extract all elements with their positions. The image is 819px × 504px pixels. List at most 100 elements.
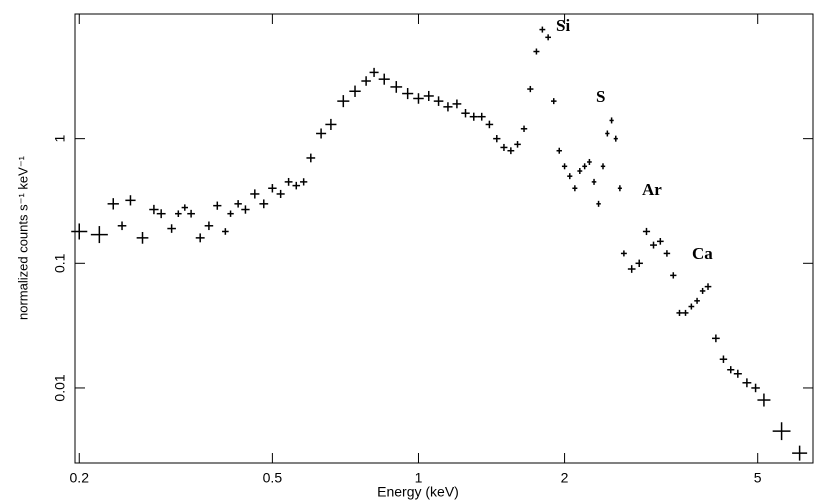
data-point [107,198,119,210]
data-point [539,26,546,33]
data-point [656,238,664,245]
data-point [642,227,651,236]
data-point [620,250,627,257]
data-point [507,147,515,155]
data-point [617,185,622,192]
data-point [600,163,606,170]
data-point [772,422,791,441]
data-point [259,199,269,209]
data-point [241,205,250,214]
data-point [402,88,414,100]
plot-frame [74,13,814,464]
data-point [733,369,742,378]
data-point [181,204,189,211]
data-point [742,378,752,388]
data-point [682,309,689,316]
data-point [204,221,214,231]
data-point [316,128,327,139]
data-point [792,445,808,461]
annotation: Ca [692,244,713,263]
data-point [117,221,127,231]
data-point [533,48,540,55]
data-point [694,297,700,304]
x-axis-label: Energy (keV) [377,484,459,500]
data-point [670,272,677,279]
data-point [577,168,583,175]
data-point [493,135,501,143]
data-point [461,108,470,118]
data-point [125,195,136,206]
data-point [187,209,195,218]
data-point [443,102,453,112]
data-point [561,163,568,170]
data-point [587,158,592,165]
data-point [149,204,159,215]
data-point [292,181,301,190]
data-point [596,200,601,207]
x-tick-label: 0.5 [263,470,283,486]
data-point [757,393,771,407]
data-point [556,147,562,154]
data-point [361,76,371,86]
data-point [712,334,720,343]
data-point [234,200,242,208]
data-point [156,209,166,219]
data-point [663,250,671,257]
data-point [195,233,205,243]
annotation: Si [556,16,570,35]
data-point [520,125,528,132]
data-point [676,309,683,316]
data-point [609,117,614,124]
data-point [413,93,424,104]
data-point [650,241,657,249]
data-point [514,141,521,148]
data-point [378,73,390,85]
data-point [90,226,108,244]
x-tick-label: 5 [754,470,762,486]
data-point [306,153,316,163]
data-point [337,95,350,108]
data-point [167,224,176,233]
data-point [276,189,285,199]
data-point [268,184,277,193]
data-point [500,143,508,151]
data-point [572,185,578,192]
data-point [727,366,735,374]
data-point [213,201,222,210]
x-tick-label: 2 [561,470,569,486]
annotation: S [596,87,605,106]
data-point [527,85,534,93]
data-point [469,112,478,121]
data-point [284,177,293,186]
data-point [719,355,728,363]
data-point [369,67,379,77]
x-tick-label: 0.2 [70,470,90,486]
data-point [71,223,88,240]
y-tick-label: 0.01 [52,374,68,401]
x-tick-label: 1 [415,470,423,486]
data-point [175,210,182,217]
data-point [325,118,337,130]
annotation: Ar [642,180,662,199]
data-point [582,163,588,170]
data-point [567,173,573,180]
data-point [222,228,229,235]
data-point [605,130,610,137]
y-tick-label: 0.1 [52,253,68,273]
data-point [688,303,695,310]
data-point [591,178,597,185]
data-point [452,99,462,109]
data-point [349,85,361,97]
y-axis-label: normalized counts s⁻¹ keV⁻¹ [15,155,30,320]
data-point [550,98,557,105]
data-point [627,265,636,273]
data-point [227,210,234,217]
data-point [300,178,308,186]
data-point [433,96,444,106]
data-point [635,259,643,268]
data-point [613,135,618,142]
y-tick-label: 1 [52,135,68,143]
data-point [704,283,712,290]
data-point [477,112,486,121]
